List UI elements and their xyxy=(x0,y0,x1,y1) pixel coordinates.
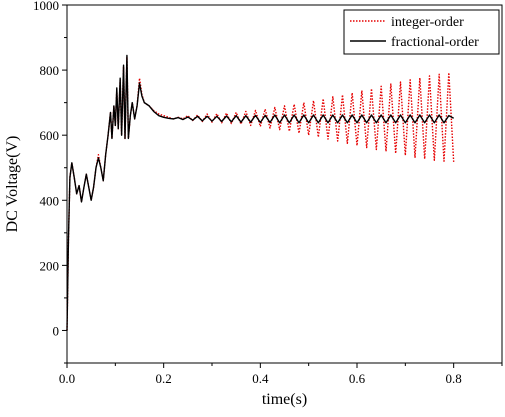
y-tick-label: 800 xyxy=(40,63,60,78)
legend: integer-order fractional-order xyxy=(343,9,500,55)
plot-frame xyxy=(66,4,503,364)
x-axis-title: time(s) xyxy=(262,391,307,408)
y-tick-label: 200 xyxy=(40,258,60,273)
x-axis-ticks: 0.0 0.2 0.4 0.6 0.8 xyxy=(59,363,503,386)
series-line-fractional-order xyxy=(66,54,455,331)
y-tick-label: 0 xyxy=(53,323,60,338)
legend-label-integer-order: integer-order xyxy=(391,15,464,30)
series-layer xyxy=(66,54,455,331)
y-tick-label: 600 xyxy=(40,128,60,143)
y-axis-ticks: 0 200 400 600 800 1000 xyxy=(33,0,67,364)
y-tick-label: 1000 xyxy=(33,0,59,13)
x-tick-label: 0.0 xyxy=(59,371,75,386)
series-line-integer-order xyxy=(66,56,455,331)
x-tick-label: 0.2 xyxy=(156,371,172,386)
x-tick-label: 0.4 xyxy=(252,371,269,386)
legend-label-fractional-order: fractional-order xyxy=(391,35,479,50)
x-tick-label: 0.6 xyxy=(349,371,366,386)
legend-box xyxy=(343,9,500,55)
x-tick-label: 0.8 xyxy=(446,371,462,386)
y-tick-label: 400 xyxy=(40,193,60,208)
y-axis-title: DC Voltage(V) xyxy=(4,136,21,233)
